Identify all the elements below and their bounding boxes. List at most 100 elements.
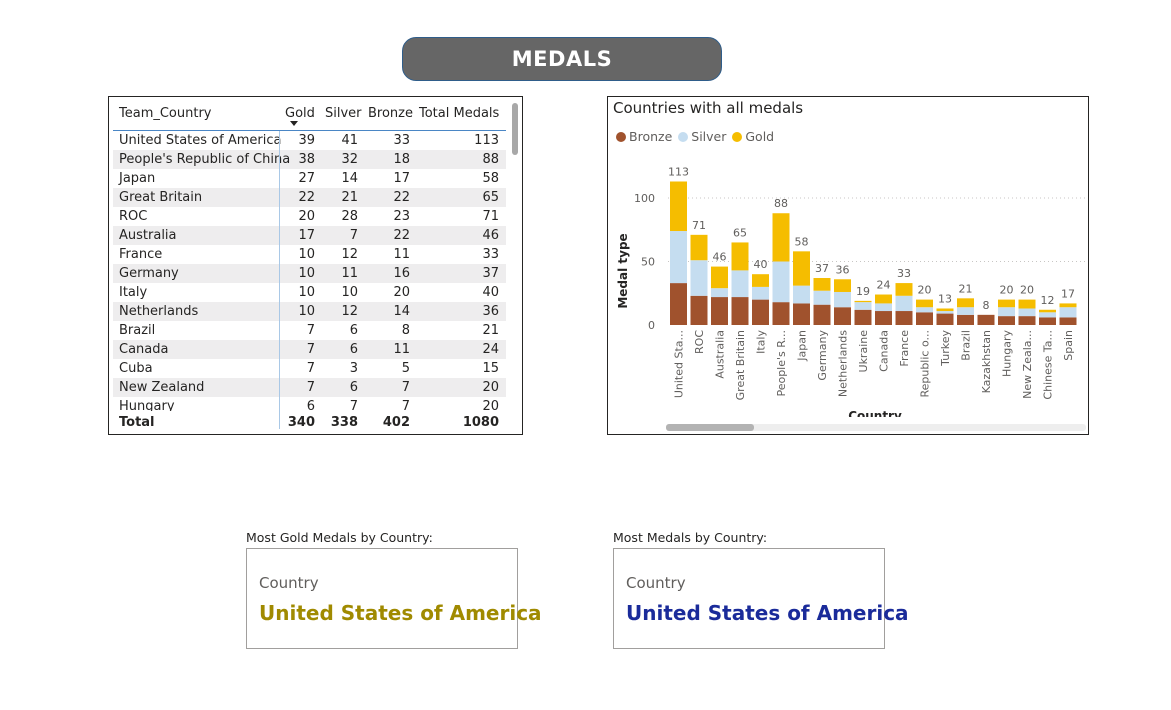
bar-bronze [854,309,872,325]
chart-scroll-track[interactable] [666,424,1086,431]
bar-gold [772,213,790,262]
bar-gold [793,251,810,286]
sort-descending-icon [290,121,298,126]
bar-total-label: 13 [938,292,952,305]
table-row[interactable]: Canada 7 6 11 24 [113,340,506,359]
bar-total-label: 19 [856,285,870,298]
cell-silver: 41 [341,133,358,148]
bar-total-label: 20 [1020,284,1034,297]
x-tick-label: Ukraine [857,330,870,373]
bar-silver [854,302,872,310]
cell-gold: 20 [298,209,315,224]
x-tick-label: Brazil [960,330,973,361]
bar-total-label: 17 [1061,287,1075,300]
cell-gold: 38 [298,152,315,167]
column-header-bronze[interactable]: Bronze [368,106,413,121]
bar-gold [895,283,913,296]
bar-bronze [916,312,933,325]
table-row[interactable]: Japan 27 14 17 58 [113,169,506,188]
bar-silver [957,307,974,315]
bronze-legend-dot-icon [616,131,626,142]
legend-item-silver[interactable]: Silver [678,129,726,144]
bar-silver [752,286,769,300]
bar-gold [813,278,831,291]
cell-silver: 6 [349,342,358,357]
cell-gold: 10 [298,247,315,262]
x-tick-label: Chinese Ta... [1042,330,1055,400]
x-tick-label: People's R... [775,330,788,397]
y-axis-label: Medal type [616,233,630,308]
legend-label-silver: Silver [691,129,727,144]
bar-silver [875,303,892,312]
bar-gold [1018,299,1036,309]
cell-country: New Zealand [119,380,205,395]
cell-silver: 10 [341,285,358,300]
bar-total-label: 33 [897,267,911,280]
table-row[interactable]: Italy 10 10 20 40 [113,283,506,302]
bar-gold [998,299,1015,308]
cell-silver: 21 [341,190,358,205]
total-bronze: 402 [382,415,410,430]
cell-country: Netherlands [119,304,199,319]
chart-scroll-thumb[interactable] [666,424,754,431]
cell-total: 20 [482,380,499,395]
table-row[interactable]: Germany 10 11 16 37 [113,264,506,283]
cell-bronze: 11 [393,247,410,262]
table-row[interactable]: People's Republic of China 38 32 18 88 [113,150,506,169]
table-row[interactable]: Hungary 6 7 7 20 [113,397,506,411]
cell-silver: 12 [341,304,358,319]
bar-total-label: 88 [774,197,788,210]
bar-total-label: 21 [959,282,973,295]
cell-bronze: 23 [393,209,410,224]
table-row[interactable]: France 10 12 11 33 [113,245,506,264]
table-scrollbar[interactable] [512,103,518,155]
chart-legend: Bronze Silver Gold [616,129,774,144]
cell-country: Germany [119,266,179,281]
table-row[interactable]: Australia 17 7 22 46 [113,226,506,245]
column-header-team-country[interactable]: Team_Country [119,106,212,121]
cell-country: United States of America [119,133,282,148]
bar-gold [916,299,933,308]
bar-silver [731,270,749,298]
bar-bronze [834,307,851,325]
most-medals-card[interactable]: Country United States of America [613,548,909,649]
bar-bronze [772,302,790,325]
chart-title: Countries with all medals [613,99,804,117]
cell-gold: 10 [298,266,315,281]
x-tick-label: Spain [1062,330,1075,361]
bar-silver [1018,308,1036,317]
table-row[interactable]: Cuba 7 3 5 15 [113,359,506,378]
column-header-total-medals[interactable]: Total Medals [419,106,500,121]
cell-gold: 10 [298,285,315,300]
cell-country: Japan [119,171,156,186]
bar-bronze [670,283,687,325]
table-row[interactable]: United States of America 39 41 33 113 [113,131,506,150]
medals-card-label: Country [626,574,686,592]
column-header-silver[interactable]: Silver [325,106,362,121]
bar-gold [752,274,769,287]
table-row[interactable]: Netherlands 10 12 14 36 [113,302,506,321]
cell-total: 24 [482,342,499,357]
table-row[interactable]: ROC 20 28 23 71 [113,207,506,226]
bar-total-label: 58 [795,235,809,248]
column-header-gold[interactable]: Gold [285,106,315,121]
table-row[interactable]: Brazil 7 6 8 21 [113,321,506,340]
medals-table[interactable]: Team_Country Gold Silver Bronze Total Me… [108,96,523,435]
legend-item-bronze[interactable]: Bronze [616,129,672,144]
x-axis-label: Country [848,409,902,417]
legend-item-gold[interactable]: Gold [732,129,774,144]
cell-total: 40 [482,285,499,300]
most-gold-card[interactable]: Country United States of America [246,548,542,649]
bar-silver [834,291,851,308]
table-row[interactable]: New Zealand 7 6 7 20 [113,378,506,397]
bar-bronze [731,297,749,325]
table-row[interactable]: Great Britain 22 21 22 65 [113,188,506,207]
cell-silver: 12 [341,247,358,262]
cell-silver: 32 [341,152,358,167]
cell-total: 36 [482,304,499,319]
bar-bronze [690,295,708,325]
bar-total-label: 20 [1000,284,1014,297]
gold-card-label: Country [259,574,319,592]
medals-chart[interactable]: Countries with all medals Bronze Silver … [607,96,1089,435]
legend-label-bronze: Bronze [629,129,673,144]
